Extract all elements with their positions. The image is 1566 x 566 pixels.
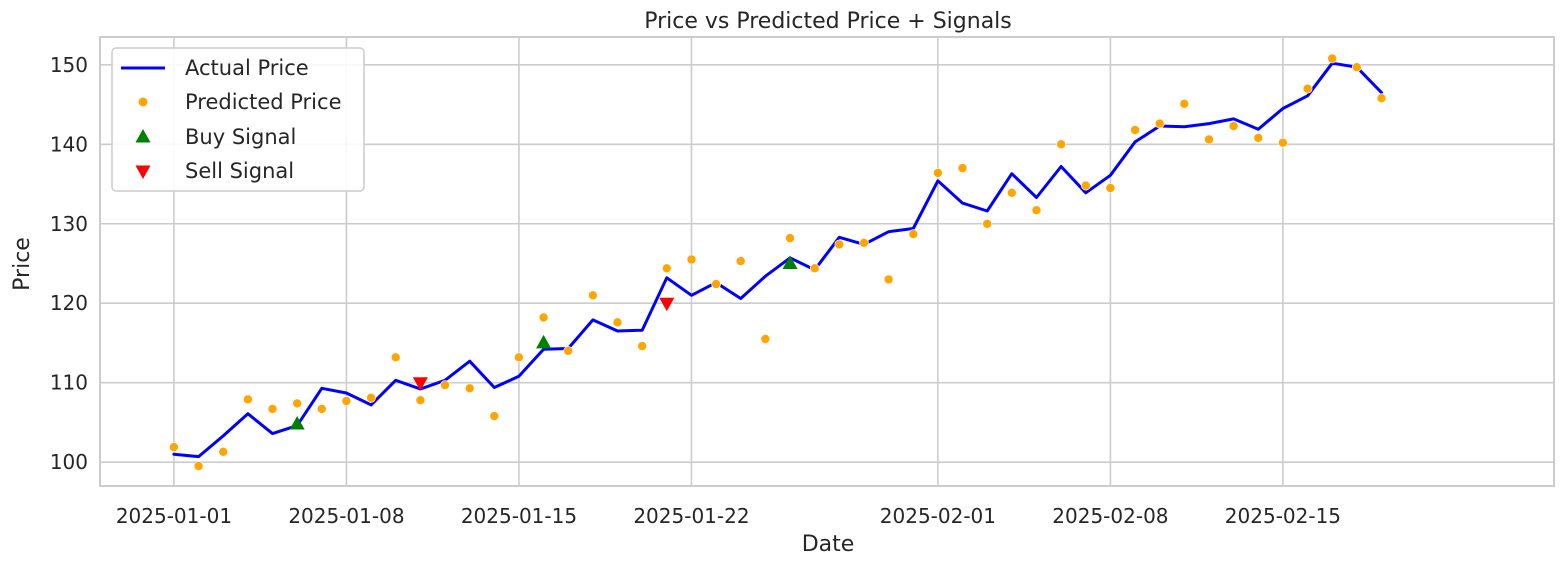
predicted-point <box>809 263 820 274</box>
predicted-point <box>933 168 943 178</box>
x-tick-label: 2025-01-01 <box>116 504 232 528</box>
sell-signal-marker <box>412 377 428 391</box>
legend-label: Predicted Price <box>185 90 342 114</box>
predicted-point <box>1179 99 1190 109</box>
predicted-point <box>1352 62 1362 72</box>
legend-label: Buy Signal <box>185 125 296 149</box>
predicted-point <box>1204 134 1214 145</box>
predicted-point <box>760 334 771 344</box>
x-tick-label: 2025-02-15 <box>1225 504 1341 528</box>
predicted-point <box>1031 205 1042 215</box>
y-tick-label: 110 <box>50 371 88 395</box>
chart-title: Price vs Predicted Price + Signals <box>644 9 1012 34</box>
legend-swatch-sell <box>135 165 151 180</box>
predicted-point <box>1056 139 1066 150</box>
y-tick-label: 120 <box>50 291 88 315</box>
predicted-point <box>169 442 179 452</box>
predicted-point <box>735 256 746 266</box>
predicted-point <box>982 219 993 229</box>
buy-signal-marker <box>289 415 305 430</box>
actual-price-line <box>172 61 1383 459</box>
y-tick-label: 140 <box>50 132 88 156</box>
predicted-point <box>267 404 278 414</box>
plot-frame <box>99 36 1555 487</box>
predicted-point <box>859 238 869 248</box>
predicted-point <box>341 396 352 406</box>
predicted-point <box>1327 53 1337 64</box>
predicted-point <box>243 394 253 405</box>
y-tick-label: 100 <box>50 450 88 474</box>
legend: Actual Price Predicted Price Buy Signal Sel… <box>111 47 365 192</box>
predicted-point <box>292 398 303 409</box>
y-axis-title: Price <box>10 237 35 291</box>
predicted-point <box>588 290 598 301</box>
predicted-point <box>834 239 845 250</box>
series-layer <box>169 53 1387 471</box>
predicted-point <box>538 312 549 323</box>
predicted-point <box>1302 83 1313 94</box>
sell-signal-marker <box>659 297 675 312</box>
predicted-point <box>1081 180 1091 191</box>
x-axis-title: Date <box>802 532 855 557</box>
predicted-point <box>908 229 919 239</box>
predicted-point <box>489 411 500 421</box>
predicted-point <box>1376 93 1387 103</box>
x-tick-label: 2025-01-15 <box>461 504 577 528</box>
predicted-point <box>563 346 574 356</box>
y-tick-label: 150 <box>50 53 88 77</box>
x-tick-label: 2025-01-08 <box>288 504 404 528</box>
predicted-point <box>1253 133 1264 143</box>
y-tick-label: 130 <box>50 212 88 236</box>
predicted-point <box>686 254 697 265</box>
predicted-point <box>785 233 795 243</box>
predicted-point <box>1006 188 1017 198</box>
predicted-point <box>193 461 204 471</box>
predicted-point <box>464 383 475 394</box>
predicted-point <box>366 392 376 403</box>
predicted-point <box>1105 183 1116 193</box>
predicted-point <box>514 352 524 363</box>
predicted-point <box>957 163 968 173</box>
predicted-point <box>390 352 401 363</box>
predicted-point <box>612 317 623 328</box>
legend-swatch-predicted <box>138 97 148 107</box>
predicted-point <box>1278 137 1288 148</box>
predicted-point <box>883 274 894 285</box>
x-tick-label: 2025-02-01 <box>880 504 996 528</box>
x-tick-label: 2025-01-22 <box>633 504 749 528</box>
predicted-point <box>440 380 450 390</box>
predicted-point <box>637 341 648 351</box>
legend-box <box>111 47 365 192</box>
y-axis: 100 110 120 130 140 150 <box>50 53 88 474</box>
legend-label: Sell Signal <box>185 159 294 183</box>
legend-label: Actual Price <box>185 56 309 80</box>
predicted-point <box>1130 125 1140 135</box>
buy-signal-marker <box>536 334 552 349</box>
predicted-point <box>1228 121 1239 131</box>
predicted-point <box>1154 118 1165 129</box>
predicted-point <box>711 279 721 289</box>
buy-signal-marker <box>782 255 798 269</box>
predicted-point <box>316 404 327 414</box>
legend-swatch-buy <box>135 128 151 143</box>
predicted-point <box>218 446 228 457</box>
x-tick-label: 2025-02-08 <box>1052 504 1168 528</box>
grid-lines <box>100 37 1554 486</box>
predicted-point <box>661 263 672 274</box>
predicted-point <box>415 395 426 406</box>
x-axis: 2025-01-01 2025-01-08 2025-01-15 2025-01-22… <box>116 504 1341 528</box>
